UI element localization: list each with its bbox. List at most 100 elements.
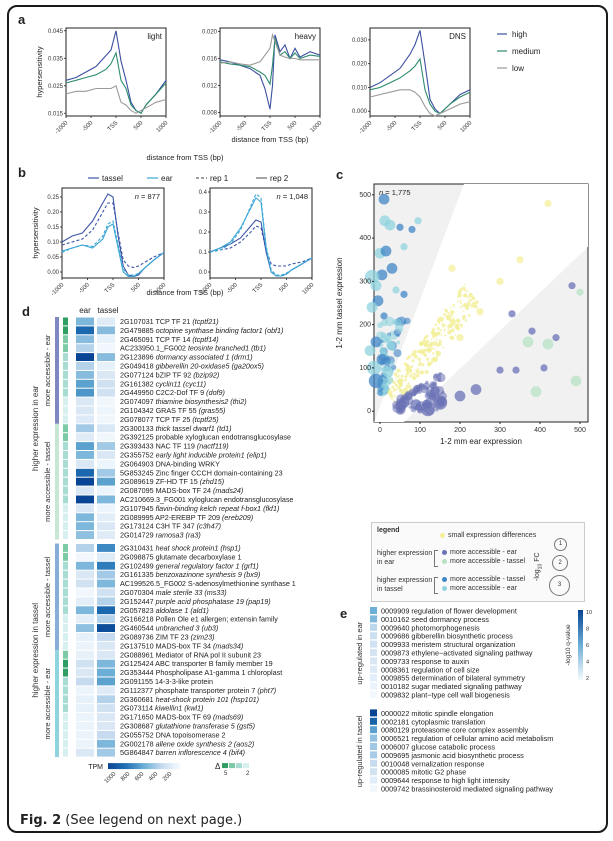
scatter-point xyxy=(456,318,461,323)
gene-label: 2G102499 general regulatory factor 1 (gr… xyxy=(120,561,259,570)
gene-label: 2G171650 MADS-box TF 69 (mads69) xyxy=(120,713,243,722)
scatter-point xyxy=(433,373,439,379)
y-tick-label: 0.0 xyxy=(199,270,208,276)
gene-label: 2G107945 flavin-binding kelch repeat f-b… xyxy=(120,504,279,513)
scatter-point xyxy=(436,351,442,356)
delta-cell xyxy=(63,442,68,450)
go-term-label: 0009832 plant−type cell wall biogenesis xyxy=(381,691,510,700)
x-tick-label: 300 xyxy=(494,427,506,434)
scatter-point xyxy=(420,401,436,417)
tpm-colorbar xyxy=(108,763,180,770)
scatter-point xyxy=(466,296,470,299)
scatter-point xyxy=(413,373,416,376)
x-axis-label-bottom: distance from TSS (bp) xyxy=(147,288,224,297)
x-tick-label: TSS xyxy=(261,120,273,132)
series-line-tassel-rep-1 xyxy=(61,202,165,269)
scatter-point xyxy=(419,370,425,375)
y-axis-label: hypersensitivity xyxy=(31,207,40,259)
heatmap-cell-ear xyxy=(76,317,94,326)
q-tick-label: 10 xyxy=(586,610,592,616)
heatmap-cell-tassel xyxy=(97,730,115,739)
delta-cell xyxy=(63,495,68,504)
scatter-point xyxy=(576,288,584,296)
scatter-point xyxy=(398,387,401,390)
delta-cell xyxy=(63,722,68,730)
scatter-point xyxy=(386,262,398,274)
scatter-point xyxy=(433,332,439,337)
scatter-point xyxy=(516,256,524,264)
group-bar xyxy=(55,423,59,540)
heatmap-cell-tassel xyxy=(97,424,115,433)
panel-label-c: c xyxy=(336,167,344,182)
group-label-inner: more accessible - ear xyxy=(43,334,52,406)
series-line-medium xyxy=(65,50,167,115)
go-group-label: up-regulated in ear xyxy=(355,621,364,684)
heatmap-cell-ear xyxy=(76,668,94,677)
delta-cell xyxy=(63,504,68,513)
legend-label-ear: ear xyxy=(161,174,173,183)
scatter-point xyxy=(387,341,395,349)
gene-label: 2G152447 purple acid phosphatase 19 (pap… xyxy=(120,597,271,606)
go-term-label: 0009909 regulation of flower development xyxy=(381,607,517,616)
x-tick-label: 500 xyxy=(287,120,299,132)
line-chart-heavy: 0.008 0.012 0.016 0.020 -1000 -500 TSS 500 1000 h… xyxy=(202,27,324,135)
y-tick-label: 0.035 xyxy=(48,56,64,62)
go-term-cell xyxy=(370,691,377,698)
heatmap-cell-tassel xyxy=(97,344,115,353)
legend-label-rep-1: rep 1 xyxy=(210,174,229,183)
heatmap-cell-ear xyxy=(76,544,94,552)
scatter-point xyxy=(396,223,404,231)
delta-cell xyxy=(63,633,68,641)
y-tick-label: 0.015 xyxy=(48,111,64,117)
gene-label: 2G308687 glutathione transferase 5 (gst5… xyxy=(120,722,255,731)
go-term-label: 0009873 ethylene−activated signaling pat… xyxy=(381,649,533,658)
heatmap-cell-tassel xyxy=(97,650,115,659)
delta-cell xyxy=(63,362,68,370)
scatter-point xyxy=(476,308,484,316)
gene-label: 2G087095 MADS-box TF 24 (mads24) xyxy=(120,486,243,495)
gene-label: 2G360681 heat-shock protein 101 (hsp101) xyxy=(120,695,259,704)
legend-dot-tassel-ear xyxy=(442,586,447,591)
heatmap-cell-ear xyxy=(76,415,94,424)
column-header-tassel: tassel xyxy=(98,306,119,315)
go-term-cell xyxy=(370,632,377,640)
go-term-cell xyxy=(370,726,377,734)
group-bar xyxy=(55,543,59,651)
gene-label: 2G393433 NAC TF 119 (nactf119) xyxy=(120,442,229,451)
scatter-point xyxy=(432,395,448,410)
go-term-cell xyxy=(370,623,377,631)
scatter-point xyxy=(392,286,400,294)
scatter-point xyxy=(405,384,410,389)
scatter-point xyxy=(427,361,431,365)
delta-cell xyxy=(63,588,68,597)
go-term-cell xyxy=(370,665,377,673)
scatter-point xyxy=(454,334,457,336)
delta-cell xyxy=(63,522,68,531)
heatmap-cell-ear xyxy=(76,579,94,588)
gene-label: 2G479885 octopine synthase binding facto… xyxy=(120,326,283,335)
series-line-high xyxy=(219,34,321,110)
y-tick-label: 0.016 xyxy=(202,56,218,62)
scatter-point xyxy=(410,399,422,411)
gene-label: 2G460544 unbranched 3 (ub3) xyxy=(120,624,218,633)
x-tick-label: 500 xyxy=(574,427,586,434)
scatter-point xyxy=(397,374,400,378)
column-header-ear: ear xyxy=(79,306,91,315)
scatter-point xyxy=(370,280,382,292)
heatmap-cell-tassel xyxy=(97,353,115,361)
scatter-point xyxy=(423,348,428,352)
scatter-point xyxy=(444,334,447,337)
scatter-point xyxy=(530,386,542,398)
scatter-point xyxy=(474,300,479,305)
delta-cell xyxy=(63,597,68,606)
scatter-point xyxy=(431,327,436,332)
gene-label: 2G300133 thick tassel dwarf1 (td1) xyxy=(120,424,231,433)
scatter-point xyxy=(421,350,426,355)
scatter-point xyxy=(384,219,396,231)
heatmap-cell-ear xyxy=(76,459,94,468)
tpm-tick-label: 600 xyxy=(134,771,146,783)
heatmap-cell-tassel xyxy=(97,433,115,442)
scatter-point xyxy=(398,397,410,408)
subplot-title: heavy xyxy=(295,32,316,41)
series-line-medium xyxy=(369,57,471,115)
